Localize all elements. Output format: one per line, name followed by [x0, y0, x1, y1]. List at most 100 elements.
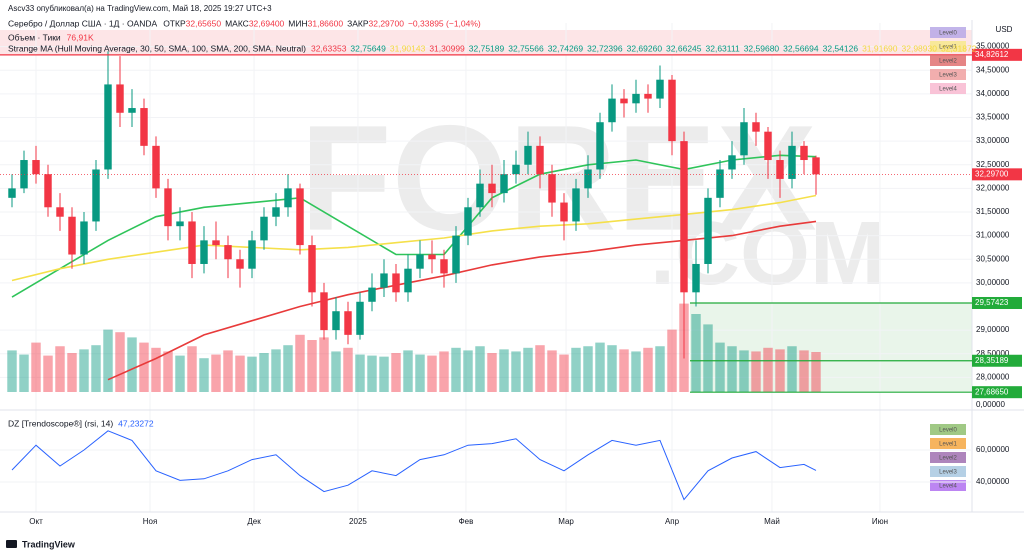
- logo: TradingView: [22, 539, 76, 549]
- candle-body: [620, 98, 628, 104]
- candle-body: [152, 145, 160, 189]
- volume-bar: [667, 329, 677, 392]
- y-tick-label: 33,50000: [976, 113, 1010, 122]
- volume-bar: [391, 353, 401, 392]
- currency: USD: [996, 25, 1013, 34]
- volume-bar: [607, 345, 617, 392]
- volume-bar: [295, 334, 305, 392]
- volume-bar: [739, 350, 749, 392]
- volume-bar: [727, 346, 737, 392]
- volume-bar: [631, 351, 641, 392]
- level-swatch: [930, 41, 966, 52]
- volume-bar: [127, 337, 137, 392]
- rsi-tick-label: 60,00000: [976, 445, 1010, 454]
- y-tick-label: 29,00000: [976, 325, 1010, 334]
- header-text: 31,86600: [308, 18, 344, 28]
- header-text: −0,33895 (−1,04%): [408, 18, 481, 28]
- price-label-bg: [972, 354, 1022, 367]
- volume-bar: [139, 342, 149, 392]
- candle-body: [608, 98, 616, 123]
- volume-bar: [511, 351, 521, 392]
- volume-bar: [307, 340, 317, 392]
- volume-bar: [331, 351, 341, 392]
- candle-body: [200, 240, 208, 264]
- volume-bar: [799, 350, 809, 392]
- volume-bar: [355, 354, 365, 392]
- candle-body: [536, 145, 544, 175]
- candle-body: [632, 93, 640, 104]
- level-label: Level1: [939, 45, 957, 51]
- price-label-bg: [972, 386, 1022, 399]
- candle-body: [284, 188, 292, 208]
- volume-bar: [595, 342, 605, 392]
- volume-bar: [31, 342, 41, 392]
- header-text: 31,30999: [429, 43, 465, 53]
- candle-body: [668, 79, 676, 142]
- x-tick-label: Ноя: [143, 517, 158, 526]
- candle-body: [248, 240, 256, 269]
- volume-bar: [271, 349, 281, 392]
- header-text: ОТКР: [163, 18, 186, 28]
- candle-body: [392, 273, 400, 293]
- candle-body: [452, 235, 460, 274]
- price-label: 27,68650: [975, 387, 1009, 396]
- candle-body: [692, 263, 700, 293]
- volume-bar: [199, 358, 209, 392]
- header-text: 32,75189: [469, 43, 505, 53]
- candle-body: [740, 122, 748, 156]
- y-tick-label: 32,50000: [976, 160, 1010, 169]
- header-text: 32,63353: [311, 43, 347, 53]
- volume-bar: [343, 347, 353, 392]
- level-label: Level0: [939, 428, 957, 434]
- header-text: 32,98930: [902, 43, 938, 53]
- volume-bar: [715, 342, 725, 392]
- publisher: Ascv33 опубликовал(а) на TradingView.com…: [8, 4, 272, 13]
- header-text: 32,66245: [666, 43, 702, 53]
- price-label-bg: [972, 168, 1022, 181]
- y-tick-label: 34,00000: [976, 89, 1010, 98]
- header-text: DZ [Trendoscope®] (rsi, 14): [8, 418, 113, 428]
- level-swatch: [930, 438, 966, 449]
- header-text: Серебро / Доллар США · 1Д · OANDA: [8, 18, 158, 28]
- x-tick-label: Фев: [459, 517, 474, 526]
- volume-bar: [223, 350, 233, 392]
- header-text: 32,75649: [350, 43, 386, 53]
- candle-body: [512, 164, 520, 175]
- level-label: Level2: [939, 59, 957, 65]
- volume-bar: [235, 355, 245, 392]
- candle-body: [488, 183, 496, 194]
- candle-body: [416, 254, 424, 269]
- candle-body: [764, 131, 772, 161]
- candle-body: [524, 145, 532, 165]
- candle-body: [164, 188, 172, 227]
- level-swatch: [930, 83, 966, 94]
- volume-bar: [571, 347, 581, 392]
- volume-bar: [115, 332, 125, 392]
- last-price-label: 32,29700: [975, 169, 1009, 178]
- level-label: Level1: [939, 442, 957, 448]
- header-text: МАКС: [225, 18, 249, 28]
- volume-bar: [487, 353, 497, 392]
- volume-bar: [475, 346, 485, 392]
- candle-body: [560, 202, 568, 222]
- header-text: 76,91K: [67, 32, 94, 42]
- candle-body: [44, 174, 52, 208]
- y-tick-label: 28,00000: [976, 372, 1010, 381]
- header-text: Strange MA (Hull Moving Average, 30, 50,…: [8, 43, 306, 53]
- volume-bar: [211, 354, 221, 392]
- candle-body: [572, 188, 580, 222]
- header-text: 32,31872: [941, 43, 977, 53]
- candle-body: [716, 169, 724, 198]
- volume-bar: [439, 351, 449, 392]
- candle-body: [368, 287, 376, 302]
- x-tick-label: Апр: [665, 517, 680, 526]
- candle-body: [548, 174, 556, 203]
- header-text: 32,59680: [744, 43, 780, 53]
- volume-bar: [91, 345, 101, 392]
- candle-body: [404, 268, 412, 293]
- candle-body: [68, 216, 76, 255]
- candle-body: [380, 273, 388, 288]
- volume-bar: [319, 337, 329, 392]
- x-tick-label: Мар: [558, 517, 574, 526]
- candle-body: [752, 122, 760, 132]
